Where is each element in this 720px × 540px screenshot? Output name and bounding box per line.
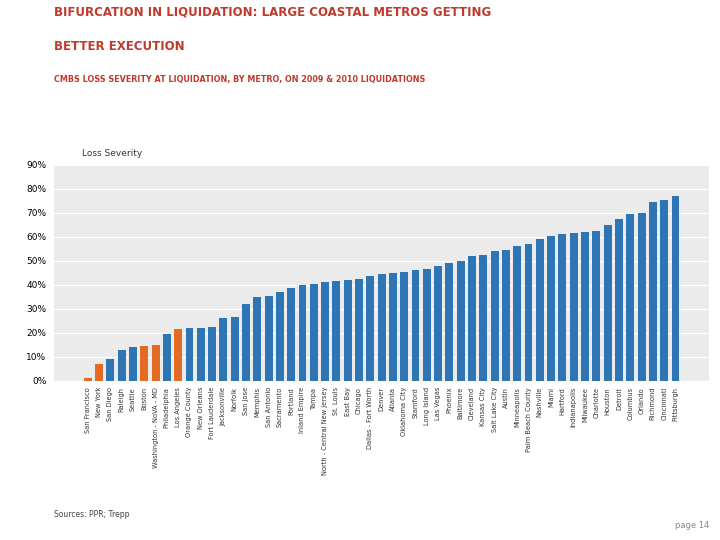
Bar <box>366 276 374 381</box>
Bar <box>117 349 125 381</box>
Text: BIFURCATION IN LIQUIDATION: LARGE COASTAL METROS GETTING: BIFURCATION IN LIQUIDATION: LARGE COASTA… <box>54 5 491 18</box>
Bar <box>581 232 589 381</box>
Bar <box>253 296 261 381</box>
Bar <box>84 379 91 381</box>
Bar <box>502 250 510 381</box>
Bar <box>287 288 295 381</box>
Bar <box>174 329 182 381</box>
Bar <box>129 347 137 381</box>
Bar <box>593 231 600 381</box>
Bar <box>468 256 476 381</box>
Bar <box>95 364 103 381</box>
Bar <box>321 282 329 381</box>
Bar <box>536 239 544 381</box>
Bar <box>220 318 228 381</box>
Bar <box>547 235 555 381</box>
Bar <box>242 304 250 381</box>
Bar <box>400 272 408 381</box>
Text: Sources: PPR; Trepp: Sources: PPR; Trepp <box>54 510 130 519</box>
Text: BETTER EXECUTION: BETTER EXECUTION <box>54 40 184 53</box>
Bar <box>265 295 273 381</box>
Bar <box>343 280 351 381</box>
Text: CMBS LOSS SEVERITY AT LIQUIDATION, BY METRO, ON 2009 & 2010 LIQUIDATIONS: CMBS LOSS SEVERITY AT LIQUIDATION, BY ME… <box>54 75 426 84</box>
Bar <box>310 284 318 381</box>
Bar <box>525 244 533 381</box>
Bar <box>163 334 171 381</box>
Bar <box>423 269 431 381</box>
Bar <box>672 196 680 381</box>
Bar <box>197 328 204 381</box>
Bar <box>615 219 623 381</box>
Bar <box>208 327 216 381</box>
Bar <box>638 213 646 381</box>
Bar <box>378 274 385 381</box>
Bar <box>570 233 577 381</box>
Bar <box>186 328 194 381</box>
Bar <box>480 255 487 381</box>
Bar <box>603 225 611 381</box>
Bar <box>446 263 454 381</box>
Bar <box>333 281 341 381</box>
Bar <box>299 285 307 381</box>
Bar <box>140 346 148 381</box>
Bar <box>513 246 521 381</box>
Bar <box>152 345 160 381</box>
Bar <box>559 234 567 381</box>
Text: page 14: page 14 <box>675 521 709 530</box>
Bar <box>456 261 464 381</box>
Bar <box>649 202 657 381</box>
Bar <box>107 359 114 381</box>
Bar <box>389 273 397 381</box>
Bar <box>355 279 363 381</box>
Bar <box>412 271 420 381</box>
Bar <box>626 214 634 381</box>
Bar <box>490 251 498 381</box>
Bar <box>230 317 238 381</box>
Text: Loss Severity: Loss Severity <box>82 148 143 158</box>
Bar <box>660 199 668 381</box>
Bar <box>434 266 442 381</box>
Bar <box>276 292 284 381</box>
